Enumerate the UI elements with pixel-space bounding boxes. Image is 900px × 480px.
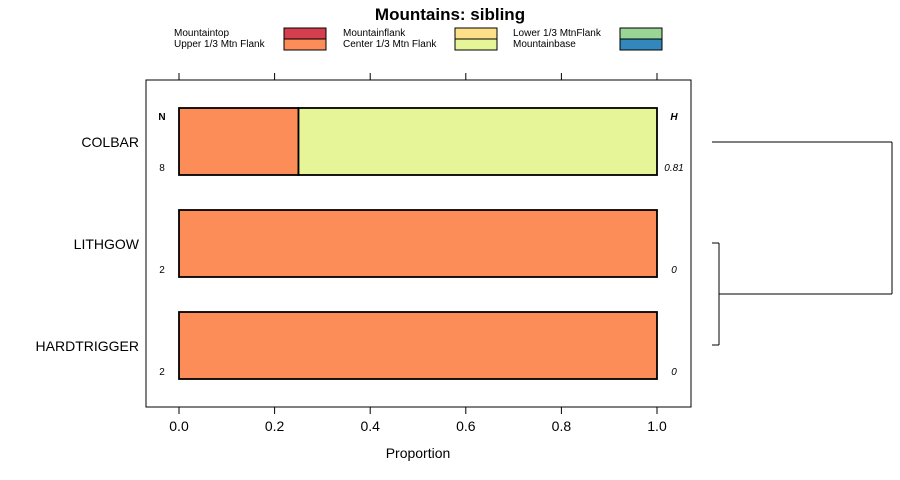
legend-swatch (619, 27, 663, 40)
legend-label: Mountainflank (343, 28, 406, 39)
h-value: 0 (671, 265, 677, 276)
legend-swatch (283, 27, 327, 40)
bar-segment (297, 107, 658, 176)
chart-title: Mountains: sibling (375, 5, 525, 24)
category-label: COLBAR (81, 134, 139, 150)
category-label: HARDTRIGGER (36, 338, 139, 354)
x-tick-label: 1.0 (647, 418, 667, 434)
x-axis-title: Proportion (386, 445, 451, 461)
bar-segment (178, 311, 658, 380)
h-header: H (670, 112, 678, 123)
bars: COLBAR 8 0.81 LITHGOW 2 0 HARDTRIGGER 2 0 (36, 107, 684, 380)
h-value: 0.81 (664, 163, 683, 174)
n-value: 8 (159, 163, 165, 174)
bar-segment (178, 209, 658, 278)
legend-swatch (454, 27, 498, 40)
x-tick-label: 0.6 (456, 418, 476, 434)
x-tick-label: 0.8 (552, 418, 572, 434)
legend-swatch (619, 38, 663, 51)
legend-label: Mountaintop (174, 28, 229, 39)
legend-label: Mountainbase (513, 39, 576, 50)
x-tick-label: 0.4 (360, 418, 380, 434)
legend-label: Upper 1/3 Mtn Flank (174, 39, 266, 50)
legend-label: Lower 1/3 MtnFlank (513, 28, 602, 39)
category-label: LITHGOW (74, 236, 140, 252)
dendrogram (712, 141, 893, 346)
legend-swatch (283, 38, 327, 51)
n-value: 2 (159, 265, 165, 276)
bar-segment (178, 107, 300, 176)
n-header: N (158, 112, 165, 123)
legend-label: Center 1/3 Mtn Flank (343, 39, 437, 50)
legend-swatch (454, 38, 498, 51)
n-value: 2 (159, 367, 165, 378)
x-axis: 0.0 0.2 0.4 0.6 0.8 1.0 (169, 73, 667, 434)
x-tick-label: 0.2 (265, 418, 285, 434)
x-tick-label: 0.0 (169, 418, 189, 434)
h-value: 0 (671, 367, 677, 378)
plot-frame (145, 79, 692, 408)
